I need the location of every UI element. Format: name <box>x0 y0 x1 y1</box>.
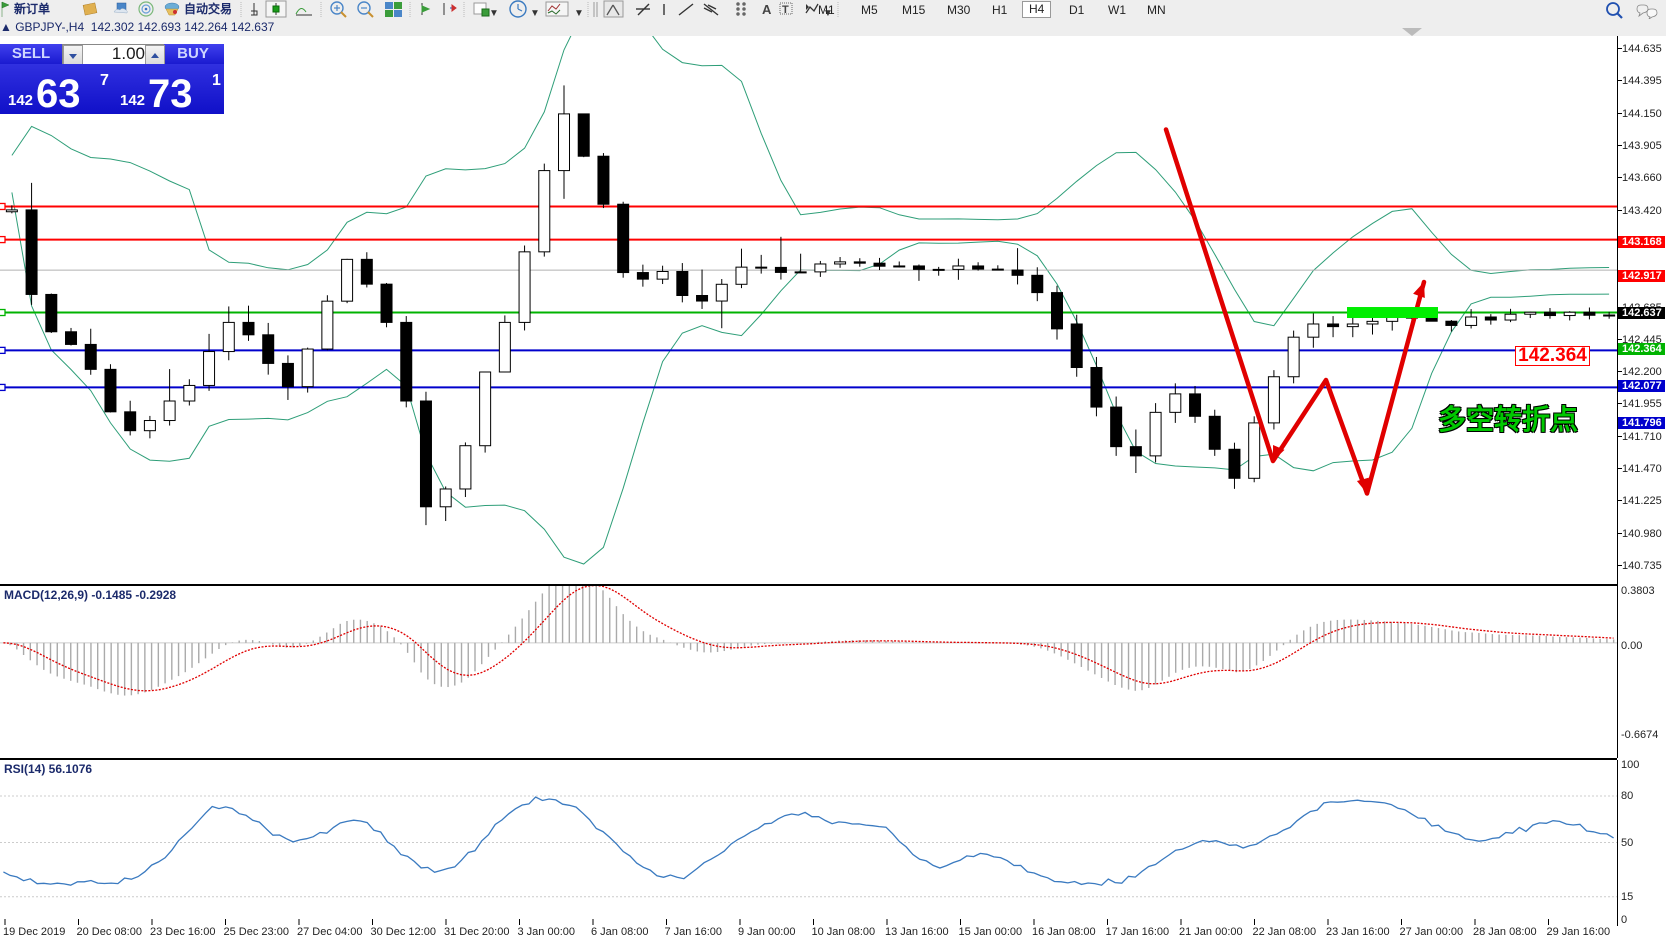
svg-text:A: A <box>762 2 772 17</box>
svg-text:新订单: 新订单 <box>14 1 50 16</box>
svg-text:T: T <box>782 4 789 16</box>
svg-text:▼: ▼ <box>530 8 540 19</box>
svg-text:▼: ▼ <box>574 8 584 19</box>
svg-text:▼: ▼ <box>489 8 499 19</box>
svg-text:自动交易: 自动交易 <box>184 1 232 16</box>
